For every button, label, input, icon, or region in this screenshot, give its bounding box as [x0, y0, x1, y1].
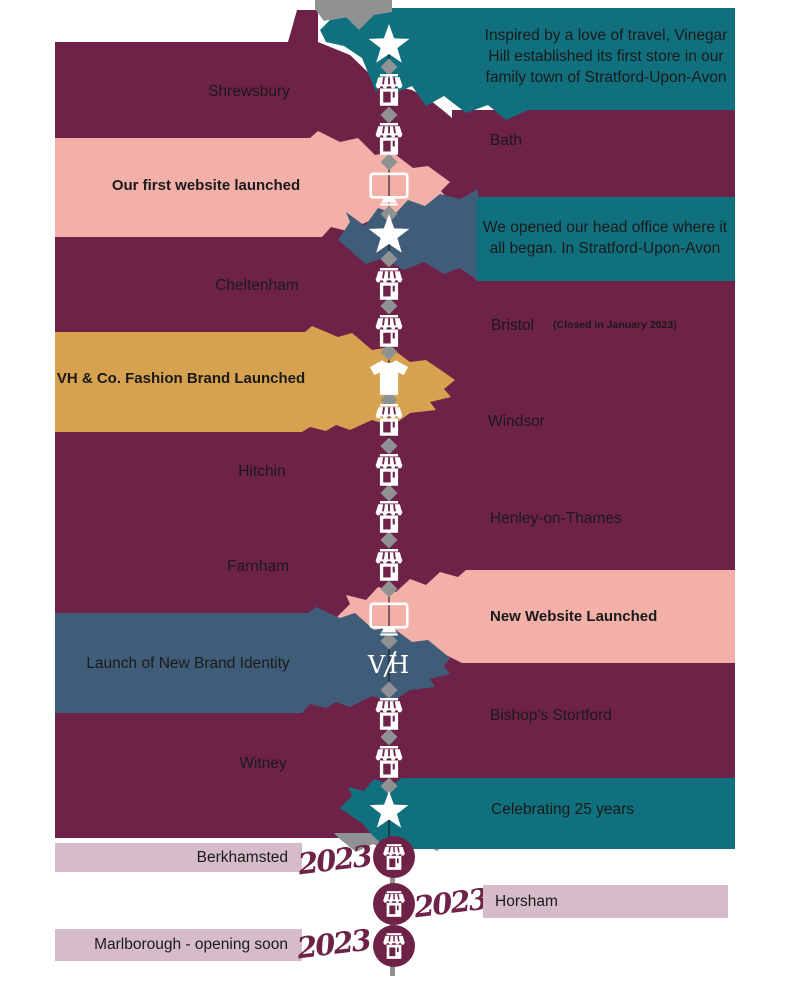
store-badge — [373, 883, 415, 925]
store-icon — [374, 454, 404, 487]
location-bath: Bath — [490, 132, 522, 149]
location-windsor: Windsor — [488, 413, 545, 430]
banner-berkhamsted: Berkhamsted — [55, 843, 302, 872]
store-icon — [374, 746, 404, 779]
location-bishops-stortford: Bishop's Stortford — [490, 707, 612, 724]
diamond-connector-icon — [380, 531, 398, 549]
store-icon — [374, 404, 404, 437]
store-icon — [374, 74, 404, 107]
diamond-connector-icon — [380, 484, 398, 502]
diamond-connector-icon — [380, 153, 398, 171]
star-icon — [368, 214, 410, 254]
tshirt-icon — [370, 360, 408, 395]
store-icon — [382, 843, 406, 871]
milestone-first-website: Our first website launched — [111, 177, 301, 194]
milestone-founding: Inspired by a love of travel, Vinegar Hi… — [484, 27, 728, 86]
milestone-head-office: We opened our head office where it all b… — [482, 219, 728, 257]
milestone-brand-identity: Launch of New Brand Identity — [86, 655, 290, 672]
year-label: 2023 — [296, 838, 373, 882]
store-icon — [374, 268, 404, 301]
store-icon — [382, 932, 406, 960]
location-shrewsbury: Shrewsbury — [208, 83, 290, 100]
store-badge — [373, 836, 415, 878]
diamond-connector-icon — [380, 106, 398, 124]
location-hitchin: Hitchin — [238, 463, 286, 480]
store-icon — [382, 890, 406, 918]
diamond-connector-icon — [380, 580, 398, 598]
milestone-anniversary: Celebrating 25 years — [491, 801, 635, 818]
location-marlborough: Marlborough - opening soon — [94, 936, 288, 953]
store-icon — [374, 501, 404, 534]
monitor-icon — [369, 172, 409, 207]
year-label: 2023 — [295, 922, 372, 966]
store-badge — [373, 925, 415, 967]
store-icon — [374, 123, 404, 156]
location-farnham: Farnham — [226, 558, 290, 575]
monitor-icon — [369, 602, 409, 637]
banner-horsham: Horsham — [483, 885, 728, 918]
location-henley: Henley-on-Thames — [490, 510, 622, 527]
location-cheltenham: Cheltenham — [215, 277, 299, 294]
store-icon — [374, 698, 404, 731]
star-icon — [368, 24, 410, 64]
milestone-new-website: New Website Launched — [490, 608, 658, 625]
banner-marlborough: Marlborough - opening soon — [55, 929, 302, 961]
diamond-connector-icon — [380, 681, 398, 699]
location-witney: Witney — [239, 755, 287, 772]
star-icon — [369, 791, 409, 829]
location-horsham: Horsham — [495, 893, 558, 910]
year-label: 2023 — [412, 881, 489, 925]
location-bristol: Bristol — [491, 317, 535, 334]
milestone-fashion-brand: VH & Co. Fashion Brand Launched — [56, 370, 306, 387]
banner-head-office — [477, 197, 735, 281]
diamond-connector-icon — [380, 437, 398, 455]
diamond-connector-icon — [380, 728, 398, 746]
location-berkhamsted: Berkhamsted — [196, 849, 288, 866]
store-icon — [374, 549, 404, 582]
location-bristol-note: (Closed in January 2023) — [553, 319, 677, 331]
store-icon — [374, 315, 404, 348]
